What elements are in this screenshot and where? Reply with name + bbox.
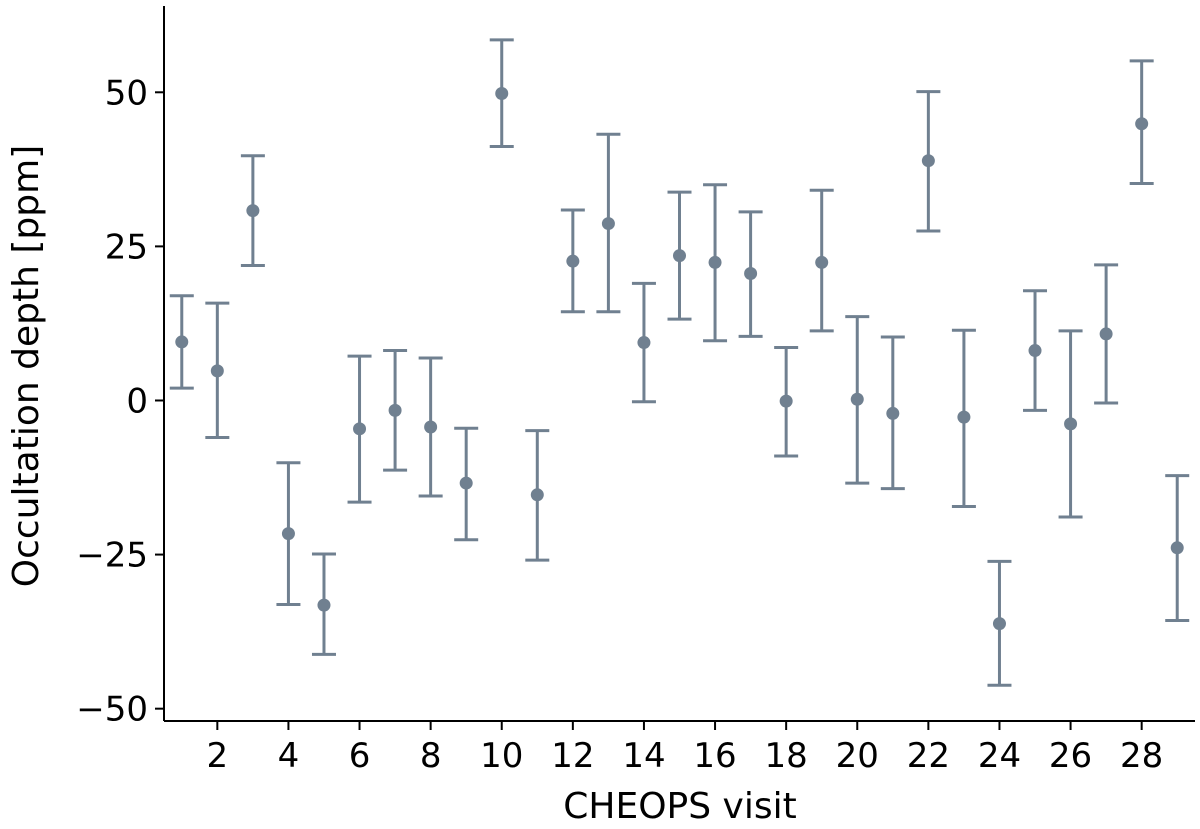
- marker: [992, 617, 1006, 631]
- data-point-visit-10: [489, 38, 514, 149]
- data-point-visit-16: [703, 183, 728, 343]
- marker: [1099, 327, 1113, 341]
- data-point-visit-5: [311, 552, 336, 656]
- marker: [210, 364, 224, 378]
- data-point-visit-24: [987, 559, 1012, 687]
- marker: [637, 336, 651, 350]
- x-tick-label: 12: [551, 736, 594, 776]
- y-tick-label: 0: [126, 381, 148, 421]
- data-point-visit-29: [1165, 474, 1190, 623]
- x-ticks: 2 4 6 8 10 12 14 16 18 20 22 24 26 28: [207, 721, 1163, 776]
- marker: [530, 488, 544, 502]
- marker: [353, 422, 367, 436]
- marker: [886, 406, 900, 420]
- x-tick-label: 26: [1049, 736, 1092, 776]
- data-point-visit-21: [880, 335, 905, 491]
- data-point-visit-7: [383, 349, 408, 472]
- data-point-visit-9: [454, 426, 479, 542]
- data-point-visit-26: [1058, 329, 1083, 519]
- data-point-visit-2: [205, 301, 230, 439]
- x-tick-label: 8: [420, 736, 442, 776]
- x-tick-label: 28: [1120, 736, 1163, 776]
- marker: [175, 335, 189, 349]
- marker: [1064, 417, 1078, 431]
- marker: [708, 255, 722, 269]
- marker: [1028, 344, 1042, 358]
- marker: [921, 154, 935, 168]
- data-point-visit-13: [596, 132, 621, 314]
- data-point-visit-18: [774, 345, 799, 458]
- data-point-visit-27: [1094, 263, 1119, 405]
- marker: [957, 410, 971, 424]
- x-tick-label: 20: [836, 736, 879, 776]
- data-point-visit-3: [240, 154, 265, 267]
- x-tick-label: 4: [278, 736, 300, 776]
- marker: [779, 394, 793, 408]
- marker: [601, 217, 615, 231]
- data-point-visit-15: [667, 190, 692, 321]
- x-tick-label: 24: [978, 736, 1021, 776]
- data-point-visit-19: [809, 188, 834, 333]
- marker: [850, 392, 864, 406]
- data-point-visit-8: [418, 356, 443, 498]
- x-tick-label: 2: [207, 736, 229, 776]
- marker: [246, 204, 260, 218]
- y-tick-label: 25: [105, 227, 148, 267]
- x-tick-label: 16: [693, 736, 736, 776]
- marker: [1135, 117, 1149, 131]
- data-point-visit-4: [276, 461, 301, 607]
- data-point-visit-23: [951, 328, 976, 508]
- y-axis-title: Occultation depth [ppm]: [6, 145, 47, 587]
- y-tick-label: −50: [76, 690, 148, 730]
- y-ticks: −50 −25 0 25 50: [76, 73, 164, 730]
- data-point-visit-20: [845, 315, 870, 485]
- marker: [815, 255, 829, 269]
- marker: [424, 420, 438, 434]
- x-tick-label: 18: [765, 736, 808, 776]
- data-point-visit-28: [1129, 59, 1154, 186]
- x-tick-label: 6: [349, 736, 371, 776]
- marker: [1170, 541, 1184, 555]
- marker: [317, 598, 331, 612]
- data-point-visit-12: [560, 208, 585, 314]
- marker: [388, 403, 402, 417]
- data-point-visit-25: [1023, 289, 1048, 412]
- y-tick-label: 50: [105, 73, 148, 113]
- marker: [744, 267, 758, 281]
- axes: [163, 6, 1195, 722]
- data-point-visit-22: [916, 90, 941, 233]
- data-point-visit-17: [738, 210, 763, 338]
- marker: [281, 527, 295, 541]
- x-tick-label: 22: [907, 736, 950, 776]
- data-point-visit-11: [525, 429, 550, 562]
- marker: [673, 249, 686, 263]
- marker: [459, 476, 473, 490]
- marker: [495, 87, 509, 101]
- data-point-visit-6: [347, 354, 372, 504]
- marker: [566, 254, 580, 268]
- x-tick-label: 10: [480, 736, 523, 776]
- x-tick-label: 14: [622, 736, 665, 776]
- data-point-visit-1: [169, 294, 194, 390]
- x-axis-title: CHEOPS visit: [563, 786, 796, 827]
- data-points: [169, 38, 1190, 687]
- y-tick-label: −25: [76, 536, 148, 576]
- data-point-visit-14: [631, 281, 656, 404]
